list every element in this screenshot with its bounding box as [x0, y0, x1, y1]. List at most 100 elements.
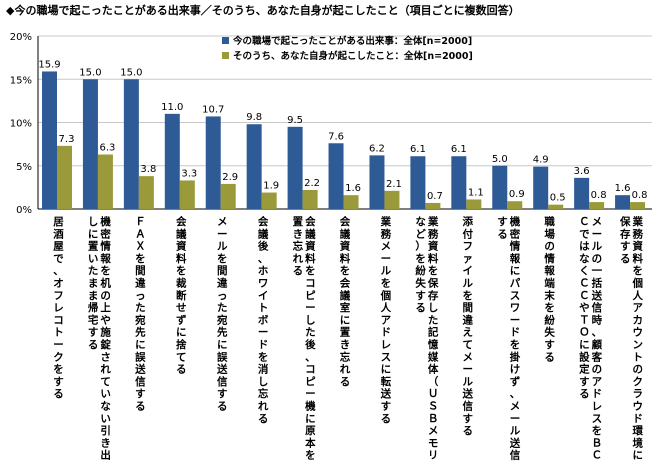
- category-char: を: [176, 265, 187, 277]
- category-char: 間: [217, 265, 228, 277]
- category-char: Ｆ: [135, 216, 146, 228]
- category-char: れ: [258, 401, 269, 413]
- category-char: 資: [340, 240, 351, 253]
- bar-self: [179, 180, 195, 209]
- category-char: 、: [510, 388, 521, 400]
- category-char: 上: [100, 301, 111, 314]
- category-char: 時: [592, 313, 603, 326]
- category-char: て: [176, 351, 187, 363]
- category-char: Ｃ: [579, 216, 590, 228]
- bar-overall: [533, 166, 549, 209]
- bar-overall: [123, 79, 139, 209]
- category-char: 務: [428, 227, 439, 240]
- category-char: 定: [578, 363, 590, 376]
- category-char: レ: [592, 401, 603, 413]
- category-char: リ: [428, 450, 439, 462]
- data-label: 7.6: [328, 131, 344, 142]
- category-char: Ｃ: [579, 290, 590, 302]
- category-char: 境: [633, 436, 644, 449]
- bar-overall: [451, 156, 467, 209]
- category-char: 資: [428, 240, 439, 253]
- category-char: 転: [381, 375, 392, 388]
- bar-overall: [369, 155, 385, 209]
- category-char: 信: [463, 400, 474, 413]
- category-char: し: [88, 216, 99, 228]
- bar-self: [220, 183, 236, 209]
- category-char: 職: [544, 215, 555, 228]
- category-char: の: [100, 290, 111, 302]
- bar-self: [57, 145, 72, 209]
- category-char: ス: [592, 413, 603, 425]
- category-char: ル: [217, 241, 228, 253]
- category-char: イ: [463, 265, 474, 277]
- category-char: で: [579, 228, 590, 240]
- category-char: 机: [100, 277, 111, 290]
- category-char: 先: [135, 326, 146, 339]
- bar-overall: [42, 71, 57, 209]
- category-char: 後: [257, 240, 269, 253]
- category-char: す: [579, 376, 590, 388]
- category-char: 紛: [544, 313, 555, 326]
- category-char: 消: [258, 363, 269, 376]
- category-char: れ: [293, 253, 304, 265]
- category-char: イ: [258, 290, 269, 302]
- category-char: 客: [591, 350, 603, 363]
- data-label: 0.8: [632, 190, 648, 201]
- category-char: 記: [428, 326, 439, 339]
- category-char: し: [258, 376, 269, 388]
- category-char: 議: [176, 227, 187, 240]
- category-char: 宅: [88, 313, 99, 326]
- bar-overall: [328, 143, 344, 209]
- category-char: ー: [510, 314, 521, 326]
- data-label: 3.3: [181, 168, 197, 179]
- category-char: 忘: [340, 350, 351, 363]
- category-char: 宛: [216, 313, 228, 326]
- category-char: は: [579, 241, 590, 253]
- category-char: で: [53, 253, 64, 265]
- data-label: 7.3: [59, 134, 75, 145]
- category-char: Ｂ: [428, 413, 439, 425]
- category-char: 情: [100, 240, 111, 253]
- category-char: に: [579, 339, 590, 351]
- category-char: ワ: [258, 278, 269, 290]
- category-char: 失: [415, 277, 426, 290]
- category-char: る: [620, 253, 631, 265]
- category-char: 保: [427, 277, 439, 290]
- data-label: 0.8: [591, 190, 607, 201]
- category-char: ル: [463, 376, 474, 388]
- category-char: ト: [53, 327, 64, 339]
- category-char: 務: [633, 227, 644, 240]
- category-char: 居: [53, 216, 64, 228]
- category-char: 置: [88, 241, 99, 253]
- category-char: る: [463, 425, 474, 437]
- category-char: て: [100, 376, 111, 388]
- category-char: ー: [217, 228, 228, 240]
- category-char: 資: [176, 240, 187, 253]
- category-char: 錠: [100, 338, 111, 351]
- category-char: に: [217, 339, 228, 351]
- bar-overall: [615, 195, 631, 209]
- data-label: 0.7: [427, 191, 443, 202]
- category-char: す: [463, 413, 474, 425]
- category-char: し: [305, 314, 316, 326]
- category-char: ー: [305, 388, 316, 400]
- category-char: た: [305, 327, 316, 339]
- category-char: 報: [544, 264, 555, 277]
- category-char: に: [135, 339, 146, 351]
- category-char: る: [258, 413, 269, 425]
- category-char: を: [510, 339, 521, 351]
- category-char: Ｏ: [579, 327, 590, 339]
- category-char: 業: [427, 215, 439, 228]
- category-char: 議: [258, 227, 269, 240]
- category-char: 業: [380, 215, 392, 228]
- category-char: フ: [53, 290, 64, 302]
- category-char: い: [100, 413, 111, 425]
- category-char: パ: [510, 278, 521, 290]
- category-char: ド: [510, 327, 521, 339]
- category-char: を: [258, 351, 269, 363]
- data-label: 11.0: [161, 102, 183, 113]
- category-char: 個: [380, 289, 392, 302]
